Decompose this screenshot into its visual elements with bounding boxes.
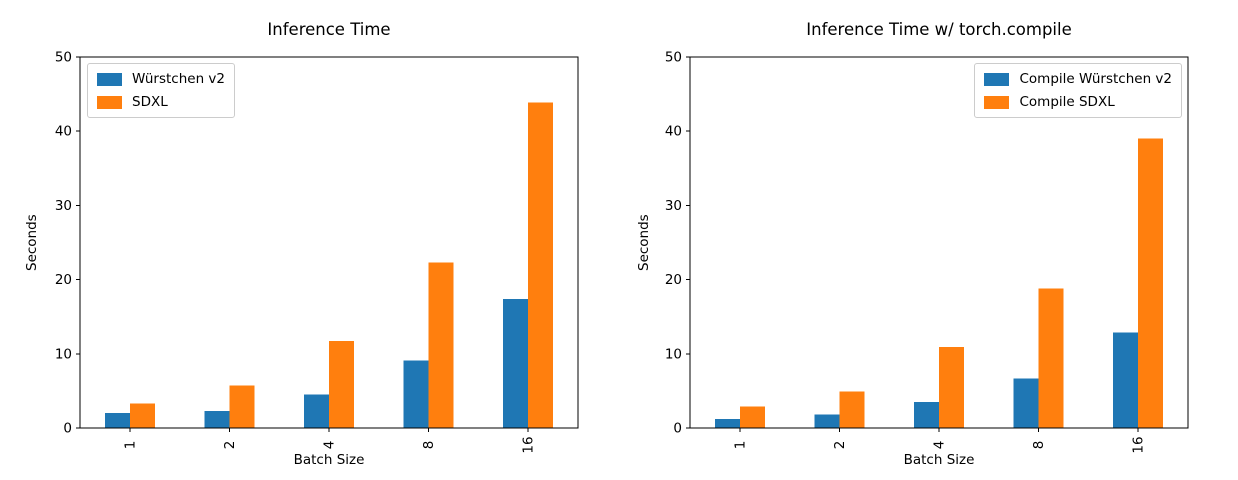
y-tick-label: 40 <box>665 124 682 140</box>
bar-16-s1 <box>1138 138 1164 428</box>
axes-frame <box>79 56 579 429</box>
legend-swatch-compile-sdxl <box>984 95 1010 109</box>
axes-frame <box>689 56 1189 429</box>
chart-title: Inference Time <box>267 20 391 39</box>
legend: Compile Würstchen v2 Compile SDXL <box>974 63 1182 118</box>
bar-8-s0 <box>1013 378 1039 428</box>
legend-label: Compile Würstchen v2 <box>1019 71 1172 87</box>
bar-2-s1 <box>839 391 865 428</box>
x-tick-label: 1 <box>732 441 748 450</box>
legend-item: Würstchen v2 <box>97 71 225 87</box>
legend-swatch-sdxl <box>97 95 122 109</box>
bar-8-s1 <box>428 262 454 428</box>
left-chart: Inference Time Seconds Batch Size 0 10 20 3… <box>24 20 579 468</box>
right-chart: Inference Time w/ torch.compile Seconds … <box>619 0 1238 480</box>
plot-area: 0 10 20 30 40 50 1 2 4 8 16 <box>55 50 579 454</box>
bar-16-s0 <box>503 298 529 428</box>
y-tick-label: 10 <box>665 346 682 362</box>
x-tick-label: 4 <box>932 441 948 450</box>
x-tick-label: 8 <box>1031 441 1047 450</box>
y-tick-label: 40 <box>55 124 72 140</box>
legend-swatch-compile-wurstchen <box>984 72 1010 86</box>
legend-item: Compile Würstchen v2 <box>984 71 1172 87</box>
bar-2-s1 <box>229 385 255 428</box>
x-axis-label: Batch Size <box>903 452 975 468</box>
x-tick-label: 2 <box>222 441 238 450</box>
y-tick-label: 0 <box>63 421 72 437</box>
bar-1-s1 <box>739 406 765 428</box>
bar-4-s1 <box>329 341 354 428</box>
legend-label: Würstchen v2 <box>132 71 226 87</box>
y-tick-label: 10 <box>55 346 72 362</box>
legend-label: Compile SDXL <box>1019 94 1115 110</box>
legend-item: SDXL <box>97 94 225 110</box>
bar-4-s0 <box>304 394 329 428</box>
y-tick-label: 50 <box>55 50 72 66</box>
bar-2-s0 <box>814 414 840 428</box>
bar-4-s0 <box>914 402 939 428</box>
legend-swatch-wurstchen <box>97 72 122 86</box>
y-tick-label: 50 <box>665 50 682 66</box>
x-tick-label: 16 <box>521 436 537 453</box>
bar-1-s0 <box>714 419 740 428</box>
chart-title: Inference Time w/ torch.compile <box>806 20 1072 39</box>
y-tick-label: 0 <box>673 421 682 437</box>
bar-8-s1 <box>1038 288 1064 428</box>
bar-16-s1 <box>528 102 554 428</box>
y-tick-label: 30 <box>55 198 72 214</box>
y-tick-label: 20 <box>665 272 682 288</box>
bar-4-s1 <box>939 347 964 428</box>
x-tick-label: 2 <box>832 441 848 450</box>
legend-label: SDXL <box>132 94 168 110</box>
y-tick-label: 30 <box>665 198 682 214</box>
x-axis-label: Batch Size <box>293 452 365 468</box>
x-tick-label: 1 <box>122 441 138 450</box>
x-tick-label: 16 <box>1131 436 1147 453</box>
plot-area: 0 10 20 30 40 50 1 2 4 8 16 <box>665 50 1189 454</box>
bar-1-s1 <box>129 403 155 428</box>
bar-2-s0 <box>204 410 230 428</box>
y-tick-label: 20 <box>55 272 72 288</box>
bar-1-s0 <box>104 413 130 428</box>
x-tick-label: 4 <box>322 441 338 450</box>
bar-8-s0 <box>403 360 429 428</box>
bar-16-s0 <box>1113 332 1139 428</box>
legend-item: Compile SDXL <box>984 94 1172 110</box>
x-tick-label: 8 <box>421 441 437 450</box>
legend: Würstchen v2 SDXL <box>87 63 236 118</box>
